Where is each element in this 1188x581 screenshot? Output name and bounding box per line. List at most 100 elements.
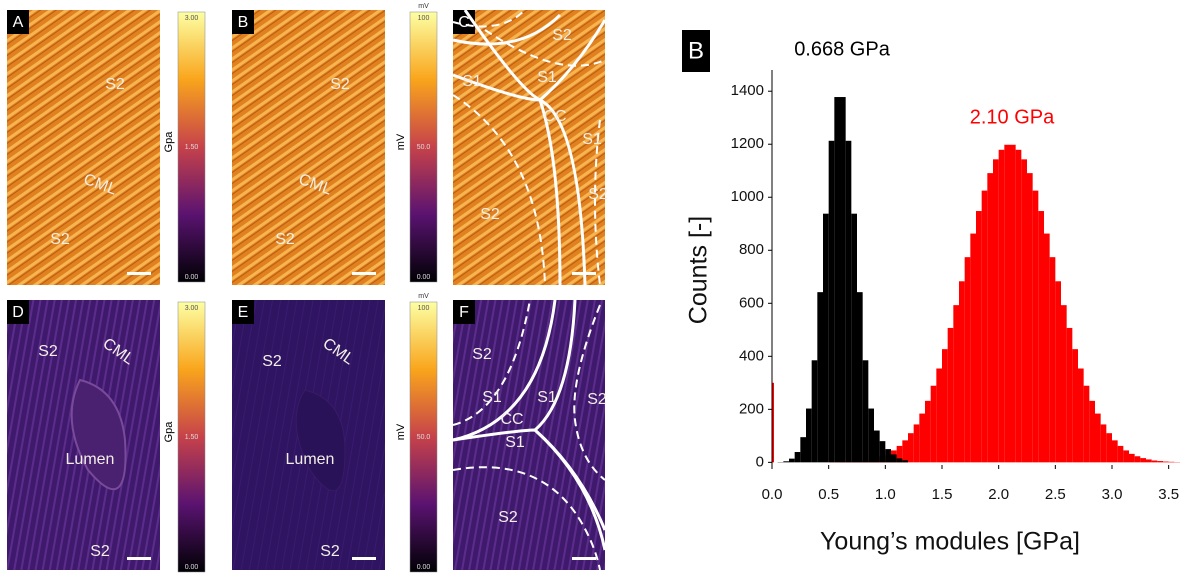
colorbar-tick-label: 100: [418, 15, 430, 22]
histogram-bar: [1055, 281, 1061, 462]
y-tick-label: 1200: [731, 135, 764, 152]
image: [453, 300, 605, 570]
histogram-bar: [914, 424, 920, 462]
histogram-bar: [1027, 173, 1033, 462]
histogram-bar: [1072, 349, 1078, 462]
histogram-bar: [1152, 460, 1158, 462]
histogram-bar: [1106, 433, 1112, 462]
histogram-bar: [834, 97, 840, 462]
histogram-bar: [1033, 191, 1039, 463]
histogram-bar: [902, 460, 908, 462]
histogram-bar: [1004, 145, 1010, 463]
histogram-bar: [919, 414, 925, 463]
histogram-bar: [806, 409, 812, 463]
histogram-bar: [789, 459, 795, 463]
scale-bar: [572, 557, 596, 560]
histogram-bar: [908, 433, 914, 462]
panel-letter: F: [459, 304, 469, 321]
region-label: S2: [105, 76, 125, 93]
region-label: S2: [262, 353, 282, 370]
histogram-bar: [800, 437, 806, 462]
colorbar-tick-label: 50.0: [417, 434, 431, 441]
x-tick-label: 2.5: [1045, 486, 1066, 503]
panel-letter: D: [12, 304, 24, 321]
panel-letter: B: [238, 14, 249, 31]
histogram-bar: [812, 360, 818, 462]
panel-letter: A: [13, 14, 24, 31]
colorbar-tick-label: 0.00: [185, 564, 199, 571]
histogram-bar: [1146, 459, 1152, 462]
histogram-bar: [1084, 386, 1090, 463]
histogram-bar: [1067, 328, 1073, 462]
histogram-bar: [931, 386, 937, 463]
histogram-bar: [868, 409, 874, 463]
histogram-bar: [1157, 461, 1163, 462]
histogram-bar: [897, 458, 903, 462]
region-label: S2: [50, 231, 70, 248]
histogram-bar: [846, 141, 852, 463]
histogram-bar: [840, 97, 846, 462]
region-label: S1: [582, 131, 602, 148]
region-label: S1: [537, 389, 557, 406]
y-tick-label: 0: [756, 453, 764, 470]
histogram-bar: [925, 401, 931, 463]
region-label: S1: [537, 69, 557, 86]
annotation: 2.10 GPa: [970, 106, 1055, 128]
x-tick-label: 0.0: [762, 486, 783, 503]
x-tick-label: 3.5: [1158, 486, 1179, 503]
histogram-bar: [795, 452, 801, 462]
histogram-bar: [953, 305, 959, 462]
histogram-bar: [851, 214, 857, 463]
panel-letter: E: [238, 304, 249, 321]
histogram-bar: [823, 214, 829, 463]
histogram-bar: [863, 360, 869, 462]
y-axis-title: Counts [-]: [685, 216, 713, 324]
colorbar-unit: Gpa: [163, 131, 175, 153]
histogram-bar: [942, 349, 948, 462]
region-label: S1: [462, 73, 482, 90]
histogram-bar: [880, 441, 886, 462]
histogram-bar: [1021, 159, 1027, 462]
histogram-bar: [936, 369, 942, 463]
histogram-bar: [891, 454, 897, 462]
histogram-bar: [1050, 257, 1056, 462]
y-tick-label: 200: [739, 400, 764, 417]
histogram-bar: [874, 431, 880, 463]
histogram-bar: [1101, 424, 1107, 462]
annotation: 0.668 GPa: [794, 38, 891, 60]
colorbar-tick-label: 0.00: [417, 274, 431, 281]
histogram-bar: [1044, 234, 1050, 463]
scale-bar: [352, 272, 376, 275]
colorbar-unit: Gpa: [163, 421, 175, 443]
histogram-bar: [982, 191, 988, 463]
colorbar-tick-label: 100: [418, 305, 430, 312]
region-label: S2: [472, 346, 492, 363]
histogram-bar: [987, 173, 993, 462]
region-label: CC: [543, 108, 566, 125]
histogram-bar: [970, 234, 976, 463]
histogram-bar: [1163, 462, 1169, 463]
y-tick-label: 800: [739, 241, 764, 258]
histogram-bar: [857, 292, 863, 462]
colorbar-top-unit: mV: [418, 3, 429, 10]
histogram-bar: [965, 257, 971, 462]
histogram-bar: [1010, 145, 1016, 463]
x-tick-label: 3.0: [1102, 486, 1123, 503]
colorbar-tick-label: 0.00: [417, 564, 431, 571]
histogram-bar: [993, 159, 999, 462]
x-tick-label: 1.0: [875, 486, 896, 503]
scale-bar: [127, 272, 151, 275]
region-label: S2: [480, 206, 500, 223]
region-label: S2: [552, 27, 572, 44]
histogram-bar: [1112, 440, 1118, 462]
colorbar-tick-label: 3.00: [185, 15, 199, 22]
image: [232, 10, 385, 285]
histogram-bar: [1169, 462, 1175, 463]
histogram-bar: [1089, 401, 1095, 463]
colorbar-top-unit: mV: [418, 293, 429, 300]
histogram-bar: [959, 281, 965, 462]
colorbar-tick-label: 1.50: [185, 144, 199, 151]
